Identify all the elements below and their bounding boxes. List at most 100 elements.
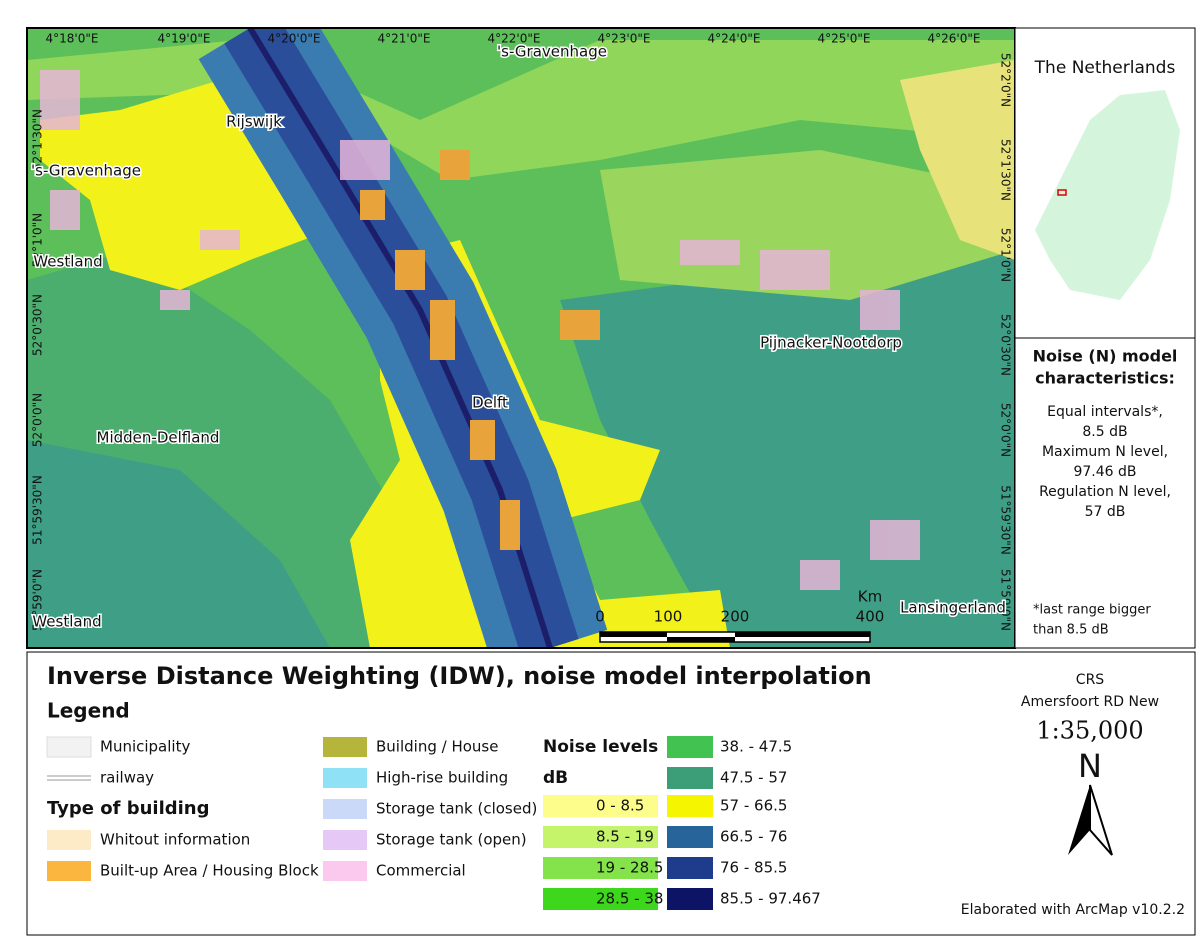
panel-line: 8.5 dB (1082, 424, 1127, 440)
crs-name: Amersfoort RD New (1021, 694, 1159, 710)
lon-tick-label: 4°22'0"E (488, 32, 541, 46)
built-up-patches (360, 150, 600, 550)
noise-label: 47.5 - 57 (720, 769, 787, 787)
place-label: Pijnacker-Nootdorp (760, 334, 902, 352)
noise-swatch (667, 857, 713, 879)
north-label: N (1078, 747, 1102, 785)
scale-text: 1:35,000 (1036, 717, 1143, 745)
noise-swatch (667, 888, 713, 910)
legend-heading: dB (543, 768, 568, 788)
noise-swatch (543, 857, 658, 879)
layout-title: Inverse Distance Weighting (IDW), noise … (47, 662, 872, 690)
place-label: Westland (32, 613, 101, 631)
legend-swatch (323, 737, 367, 757)
noise-swatch (667, 767, 713, 789)
place-label: 's-Gravenhage (497, 43, 607, 61)
lat-tick-label: 52°1'0"N (31, 213, 45, 267)
noise-label: 28.5 - 38 (596, 890, 663, 908)
lon-tick-label: 4°25'0"E (818, 32, 871, 46)
noise-map (27, 28, 1015, 648)
panel-line: Regulation N level, (1039, 484, 1171, 500)
noise-label: 38. - 47.5 (720, 738, 792, 756)
legend-swatch (323, 768, 367, 788)
noise-swatch (667, 795, 713, 817)
municipality-swatch (46, 736, 92, 758)
noise-swatch (543, 888, 658, 910)
netherlands-shape (1035, 90, 1180, 300)
panel-line: 97.46 dB (1073, 464, 1136, 480)
north-arrow (1068, 785, 1090, 855)
legend-label: Whitout information (100, 831, 250, 849)
scale-label: 200 (721, 608, 750, 626)
panel-title: Noise (N) model (1033, 347, 1178, 366)
lat-tick-label: 52°0'0"N (999, 403, 1013, 457)
scale-unit: Km (858, 588, 882, 606)
lon-tick-label: 4°18'0"E (46, 32, 99, 46)
lon-tick-label: 4°23'0"E (598, 32, 651, 46)
lat-tick-label: 52°0'0"N (31, 393, 45, 447)
legend-label: Built-up Area / Housing Block (100, 862, 319, 880)
lat-tick-label: 52°0'30"N (999, 314, 1013, 376)
legend-label: Storage tank (open) (376, 831, 527, 849)
lon-tick-label: 4°20'0"E (268, 32, 321, 46)
noise-swatch (543, 795, 658, 817)
place-label: Westland (33, 253, 102, 271)
lat-tick-label: 51°59'30"N (999, 485, 1013, 555)
lat-tick-label: 52°1'30"N (31, 109, 45, 171)
panel-line: Maximum N level, (1042, 444, 1168, 460)
noise-label: 8.5 - 19 (596, 828, 654, 846)
place-label: Midden-Delfland (97, 429, 220, 447)
panel-note: than 8.5 dB (1033, 623, 1109, 638)
zone-teal-sw (27, 440, 330, 648)
legend-label: Storage tank (closed) (376, 800, 537, 818)
lat-tick-label: 51°59'0"N (31, 569, 45, 631)
scale-bar (599, 631, 871, 643)
lat-tick-label: 52°1'30"N (999, 139, 1013, 201)
place-label: 's-Gravenhage (31, 162, 141, 180)
scale-label: 400 (856, 608, 885, 626)
noise-swatch (667, 826, 713, 848)
scale-label: 0 (595, 608, 605, 626)
lat-tick-label: 51°59'30"N (31, 475, 45, 545)
noise-label: 57 - 66.5 (720, 797, 787, 815)
scale-label: 100 (654, 608, 683, 626)
lon-tick-label: 4°19'0"E (158, 32, 211, 46)
zone-yellow-east (900, 60, 1015, 260)
noise-label: 66.5 - 76 (720, 828, 787, 846)
lat-tick-label: 52°2'0"N (999, 53, 1013, 107)
zone-yellow-rijswijk (40, 80, 330, 290)
legend-swatch (323, 861, 367, 881)
legend-label: Commercial (376, 862, 466, 880)
place-label: Lansingerland (900, 599, 1006, 617)
legend-swatch (323, 830, 367, 850)
legend-label: railway (100, 769, 154, 787)
legend-swatch (47, 861, 91, 881)
lat-tick-label: 52°0'30"N (31, 294, 45, 356)
panel-note: *last range bigger (1033, 603, 1151, 618)
legend-label: Municipality (100, 738, 190, 756)
noise-label: 19 - 28.5 (596, 859, 663, 877)
lat-tick-label: 52°1'0"N (999, 228, 1013, 282)
legend-heading: Type of building (47, 798, 210, 819)
noise-swatch (667, 736, 713, 758)
lon-tick-label: 4°21'0"E (378, 32, 431, 46)
noise-label: 85.5 - 97.467 (720, 890, 821, 908)
noise-swatch (543, 826, 658, 848)
legend-label: High-rise building (376, 769, 508, 787)
lat-tick-label: 51°59'0"N (999, 569, 1013, 631)
extent-marker (1057, 189, 1067, 196)
panel-line: Equal intervals*, (1047, 404, 1163, 420)
commercial-patches (40, 70, 920, 590)
panel-line: 57 dB (1085, 504, 1126, 520)
legend-swatch (47, 830, 91, 850)
legend-heading: Noise levels (543, 737, 658, 757)
inset-title: The Netherlands (1034, 58, 1176, 78)
place-label: Rijswijk (226, 113, 282, 131)
lon-tick-label: 4°24'0"E (708, 32, 761, 46)
north-arrow (1089, 784, 1113, 856)
legend-label: Building / House (376, 738, 498, 756)
crs-label: CRS (1076, 672, 1105, 688)
noise-label: 76 - 85.5 (720, 859, 787, 877)
characteristics-frame (1014, 337, 1196, 649)
